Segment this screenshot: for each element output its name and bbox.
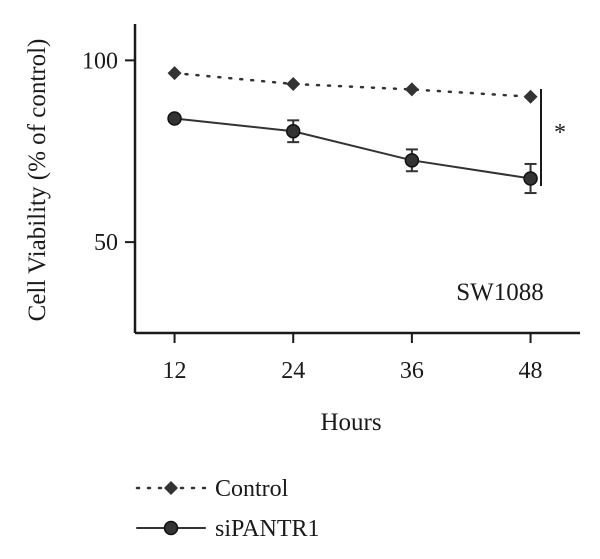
y-tick-label: 50 [94,230,118,256]
y-axis-label: Cell Viability (% of control) [24,39,51,322]
legend-label: Control [215,476,289,502]
legend-item-sipantr1: siPANTR1 [136,516,319,542]
x-ticks: 12 24 36 48 [163,333,543,384]
y-tick-label: 100 [82,48,118,74]
x-tick-label: 36 [400,358,424,384]
series-line [173,71,532,98]
series-line [173,117,532,180]
data-point [167,111,182,126]
legend-marker [164,481,178,495]
data-point [523,89,538,104]
data-point [285,123,301,139]
data-point [167,66,182,81]
legend: Control siPANTR1 [135,476,319,542]
cell-line-annotation: SW1088 [456,279,544,306]
legend-item-control: Control [135,476,289,502]
axes [133,24,580,335]
x-tick-label: 12 [163,358,187,384]
series-control [167,66,538,104]
y-ticks: 100 50 [82,48,135,256]
data-point [404,82,419,97]
data-point [286,76,301,91]
legend-marker [163,520,179,536]
data-point [404,153,420,168]
legend-label: siPANTR1 [215,516,319,542]
x-tick-label: 24 [281,358,305,384]
x-axis-label: Hours [320,409,381,436]
significance-marker: * [554,120,566,146]
data-point [523,171,538,186]
series-layer [167,66,538,195]
x-tick-label: 48 [519,358,543,384]
series-sipantr1 [167,111,538,195]
